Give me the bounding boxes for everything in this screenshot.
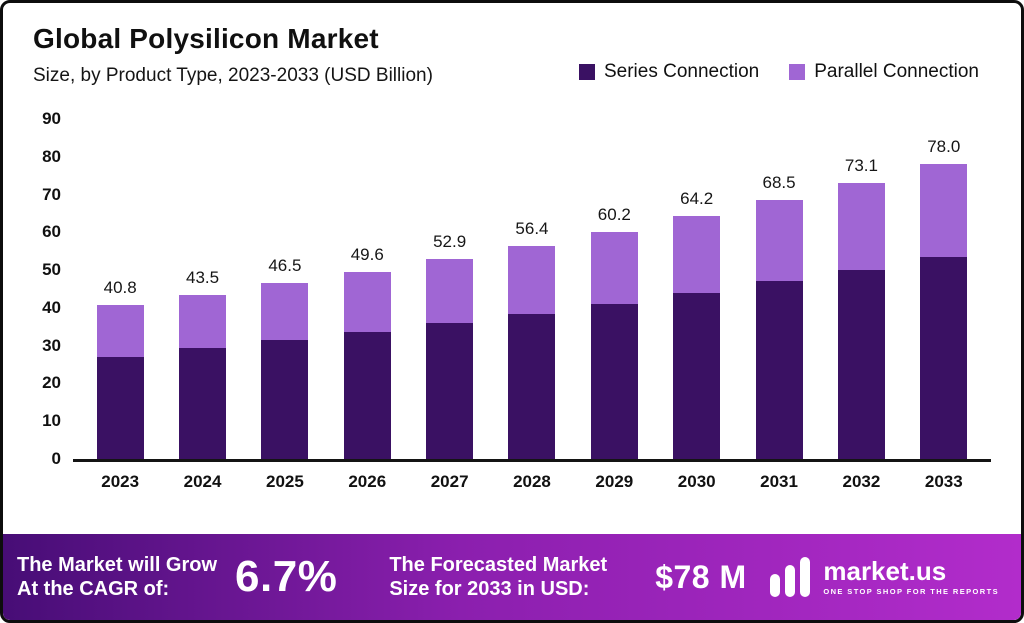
bar-group: 49.6 xyxy=(326,119,408,459)
legend-swatch-parallel-connection xyxy=(789,64,806,80)
forecast-value: $78 M xyxy=(655,558,747,595)
cagr-label: The Market will Grow At the CAGR of: xyxy=(17,553,217,602)
bar-group: 73.1 xyxy=(820,119,902,459)
bar-segment-series-connection xyxy=(96,357,144,459)
bar-segment-series-connection xyxy=(343,332,391,459)
bar-segment-series-connection xyxy=(673,292,721,459)
x-tick-label: 2023 xyxy=(101,472,140,491)
bar-total-label: 60.2 xyxy=(597,204,631,224)
forecast-label-line2: Size for 2033 in USD: xyxy=(389,578,590,600)
legend-item-series-connection: Series Connection xyxy=(578,61,760,83)
bar-segment-series-connection xyxy=(920,256,968,459)
footer-banner: The Market will Grow At the CAGR of: 6.7… xyxy=(3,534,1021,620)
legend: Series Connection Parallel Connection xyxy=(578,61,979,83)
legend-swatch-series-connection xyxy=(578,64,595,80)
x-tick-label: 2033 xyxy=(924,472,963,491)
brand-text: market.us ONE STOP SHOP FOR THE REPORTS xyxy=(823,558,999,596)
x-tick-label: 2028 xyxy=(513,472,551,491)
x-tick-label: 2030 xyxy=(677,472,716,491)
bar-total-label: 49.6 xyxy=(350,244,384,264)
x-axis-labels: 2023 2024 2025 2026 2027 2028 2029 2030 2031 2032… xyxy=(73,472,991,492)
forecast-label: The Forecasted Market Size for 2033 in U… xyxy=(389,553,607,602)
forecast-label-line1: The Forecasted Market xyxy=(389,553,608,576)
y-tick-label: 70 xyxy=(42,184,61,204)
bar-segment-parallel-connection xyxy=(96,304,144,357)
bar-group: 64.2 xyxy=(656,119,738,459)
bar-segment-parallel-connection xyxy=(343,271,391,333)
bar-segment-parallel-connection xyxy=(920,164,968,257)
x-tick-label: 2027 xyxy=(430,472,469,491)
bar-segment-series-connection xyxy=(426,323,474,459)
y-tick-label: 30 xyxy=(42,335,61,355)
cagr-label-line1: The Market will Grow xyxy=(17,553,218,576)
brand-tagline: ONE STOP SHOP FOR THE REPORTS xyxy=(823,587,999,596)
brand-bar-chart-icon xyxy=(770,557,811,597)
bar-total-label: 43.5 xyxy=(185,267,220,287)
bar-total-label: 73.1 xyxy=(844,155,878,175)
bar-segment-series-connection xyxy=(261,340,309,459)
bar-segment-series-connection xyxy=(590,304,638,459)
y-tick-label: 90 xyxy=(42,109,61,128)
bar-segment-series-connection xyxy=(508,313,556,459)
bar-group: 46.5 xyxy=(244,119,326,459)
y-tick-label: 10 xyxy=(42,411,61,431)
plot-area: 40.8 43.5 46.5 49.6 52.9 56.4 60.2 64.2 68.5 73.1… xyxy=(73,119,991,462)
bar-segment-series-connection xyxy=(837,270,885,459)
bar-total-label: 52.9 xyxy=(433,232,467,252)
x-tick-label: 2029 xyxy=(595,472,634,491)
bar-segment-parallel-connection xyxy=(179,294,227,348)
bar-group: 78.0 xyxy=(903,119,985,459)
bar-group: 43.5 xyxy=(161,119,243,459)
bar-total-label: 64.2 xyxy=(680,189,714,209)
legend-item-parallel-connection: Parallel Connection xyxy=(789,61,979,83)
brand-name: market.us xyxy=(823,556,947,586)
y-tick-label: 60 xyxy=(42,222,61,242)
plot-wrap: 40.8 43.5 46.5 49.6 52.9 56.4 60.2 64.2 68.5 73.1… xyxy=(73,119,991,492)
y-tick-label: 0 xyxy=(51,449,61,468)
chart: 0 10 20 30 40 50 60 70 80 90 40.8 43.5 46.5 49.6 52.9… xyxy=(29,109,991,492)
bar-group: 56.4 xyxy=(491,119,573,459)
bar-group: 52.9 xyxy=(408,119,490,459)
bar-total-label: 46.5 xyxy=(268,256,302,276)
bar-segment-parallel-connection xyxy=(426,259,474,323)
bar-segment-parallel-connection xyxy=(673,216,721,293)
bar-total-label: 40.8 xyxy=(103,277,137,297)
page-subtitle: Size, by Product Type, 2023-2033 (USD Bi… xyxy=(33,65,433,86)
chart-header: Global Polysilicon Market Size, by Produ… xyxy=(3,3,1021,87)
x-tick-label: 2031 xyxy=(760,472,798,491)
cagr-value: 6.7% xyxy=(235,552,338,601)
x-tick-label: 2032 xyxy=(842,472,881,491)
bar-segment-series-connection xyxy=(179,347,227,459)
bar-segment-series-connection xyxy=(755,281,803,459)
x-tick-label: 2026 xyxy=(348,472,387,491)
bar-total-label: 68.5 xyxy=(762,173,796,193)
bar-segment-parallel-connection xyxy=(837,182,885,271)
legend-label-parallel-connection: Parallel Connection xyxy=(814,61,979,82)
bar-segment-parallel-connection xyxy=(755,200,803,282)
bar-group: 40.8 xyxy=(79,119,161,459)
x-tick-label: 2024 xyxy=(183,472,222,491)
bar-group: 60.2 xyxy=(573,119,655,459)
bar-segment-parallel-connection xyxy=(508,245,556,314)
y-tick-label: 80 xyxy=(42,146,61,166)
brand-logo: market.us ONE STOP SHOP FOR THE REPORTS xyxy=(769,557,999,597)
page-title: Global Polysilicon Market xyxy=(33,23,379,54)
legend-label-series-connection: Series Connection xyxy=(603,61,760,82)
x-tick-label: 2025 xyxy=(265,472,304,491)
bar-group: 68.5 xyxy=(738,119,820,459)
y-axis: 0 10 20 30 40 50 60 70 80 90 xyxy=(29,109,73,468)
y-tick-label: 50 xyxy=(42,260,61,280)
y-tick-label: 40 xyxy=(42,297,61,317)
cagr-label-line2: At the CAGR of: xyxy=(17,578,170,600)
bar-segment-parallel-connection xyxy=(261,283,309,340)
bar-total-label: 78.0 xyxy=(927,137,961,157)
y-tick-label: 20 xyxy=(42,373,61,393)
bar-segment-parallel-connection xyxy=(590,231,638,305)
bar-total-label: 56.4 xyxy=(515,218,549,238)
